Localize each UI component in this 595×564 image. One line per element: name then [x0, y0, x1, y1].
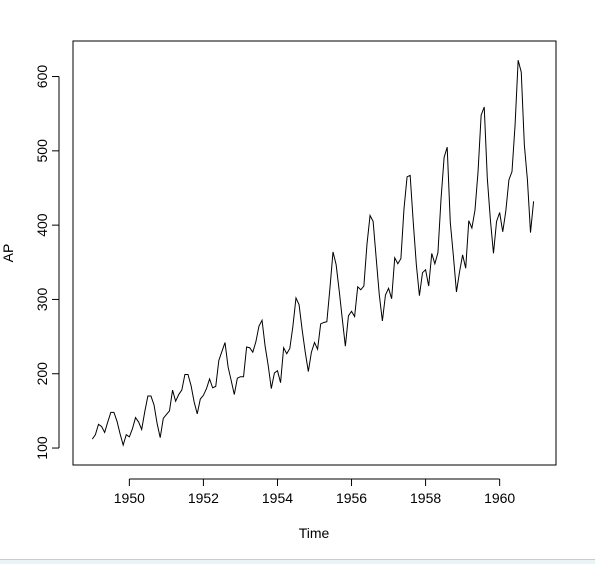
y-axis-label: AP	[0, 244, 16, 263]
y-tick-label: 400	[34, 213, 50, 237]
y-tick-label: 300	[34, 288, 50, 312]
x-tick-label: 1950	[114, 490, 145, 506]
x-tick-label: 1954	[262, 490, 293, 506]
x-tick-label: 1958	[410, 490, 441, 506]
y-axis: 100 200 300 400 500 600	[34, 65, 60, 460]
y-tick-label: 500	[34, 139, 50, 163]
y-tick-label: 200	[34, 362, 50, 386]
x-tick-label: 1956	[336, 490, 367, 506]
y-tick-label: 600	[34, 65, 50, 89]
x-tick-label: 1952	[188, 490, 219, 506]
x-tick-label: 1960	[484, 490, 515, 506]
plot-frame	[72, 40, 557, 466]
series-line-ap	[91, 60, 535, 447]
window-bottom-edge	[0, 559, 595, 564]
y-tick-label: 100	[34, 436, 50, 460]
x-axis-label: Time	[299, 525, 330, 541]
x-axis: 1950 1952 1954 1956 1958 1960	[114, 478, 515, 506]
